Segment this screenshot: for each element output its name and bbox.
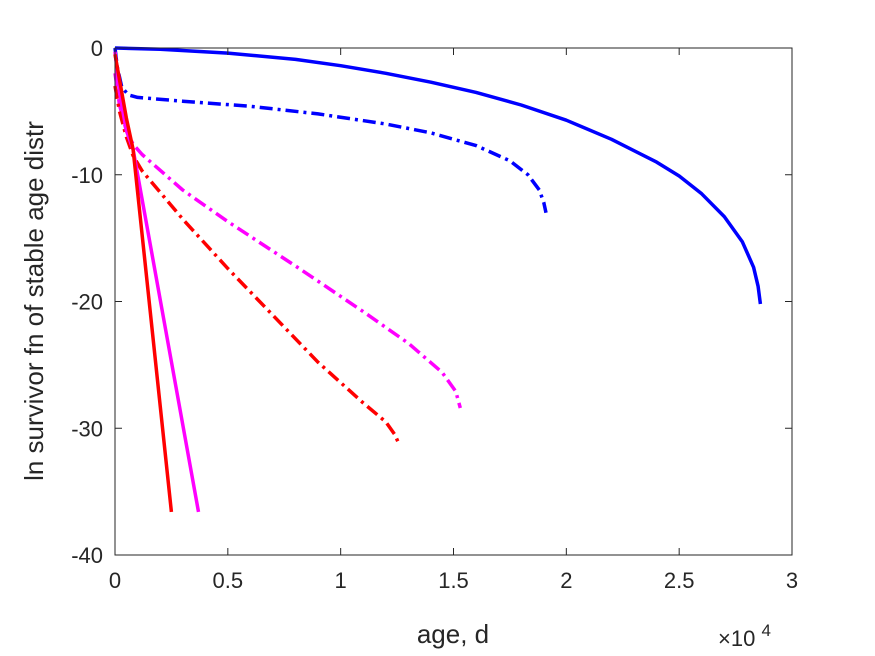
y-tick-label: -10: [71, 163, 103, 188]
x-tick-label: 1: [335, 568, 347, 593]
x-tick-label: 1.5: [438, 568, 469, 593]
series-line-2: [113, 47, 548, 214]
series-line-1: [114, 46, 763, 305]
x-tick-label: 2.5: [664, 568, 695, 593]
x-tick-label: 0.5: [213, 568, 244, 593]
x-axis-multiplier: ×10 4: [718, 621, 771, 651]
y-tick-label: -40: [71, 543, 103, 568]
series-line-6: [113, 53, 174, 513]
x-axis-label: age, d: [417, 619, 489, 649]
x-tick-label: 0: [109, 568, 121, 593]
x-axis-ticks: 0 0.5 1 1.5 2 2.5 3: [109, 48, 798, 593]
x-tick-label: 3: [786, 568, 798, 593]
y-axis-ticks: 0 -10 -20 -30 -40: [71, 36, 792, 568]
x-tick-label: 2: [560, 568, 572, 593]
x-axis-multiplier-exponent: 4: [761, 621, 770, 640]
series-line-4: [113, 85, 401, 446]
plot-area: [115, 48, 792, 555]
y-axis-label: ln survivor fn of stable age distr: [19, 121, 49, 481]
y-tick-label: 0: [91, 36, 103, 61]
y-tick-label: -20: [71, 290, 103, 315]
series-layer: [113, 46, 763, 513]
y-tick-label: -30: [71, 416, 103, 441]
x-axis-multiplier-base: ×10: [718, 626, 755, 651]
